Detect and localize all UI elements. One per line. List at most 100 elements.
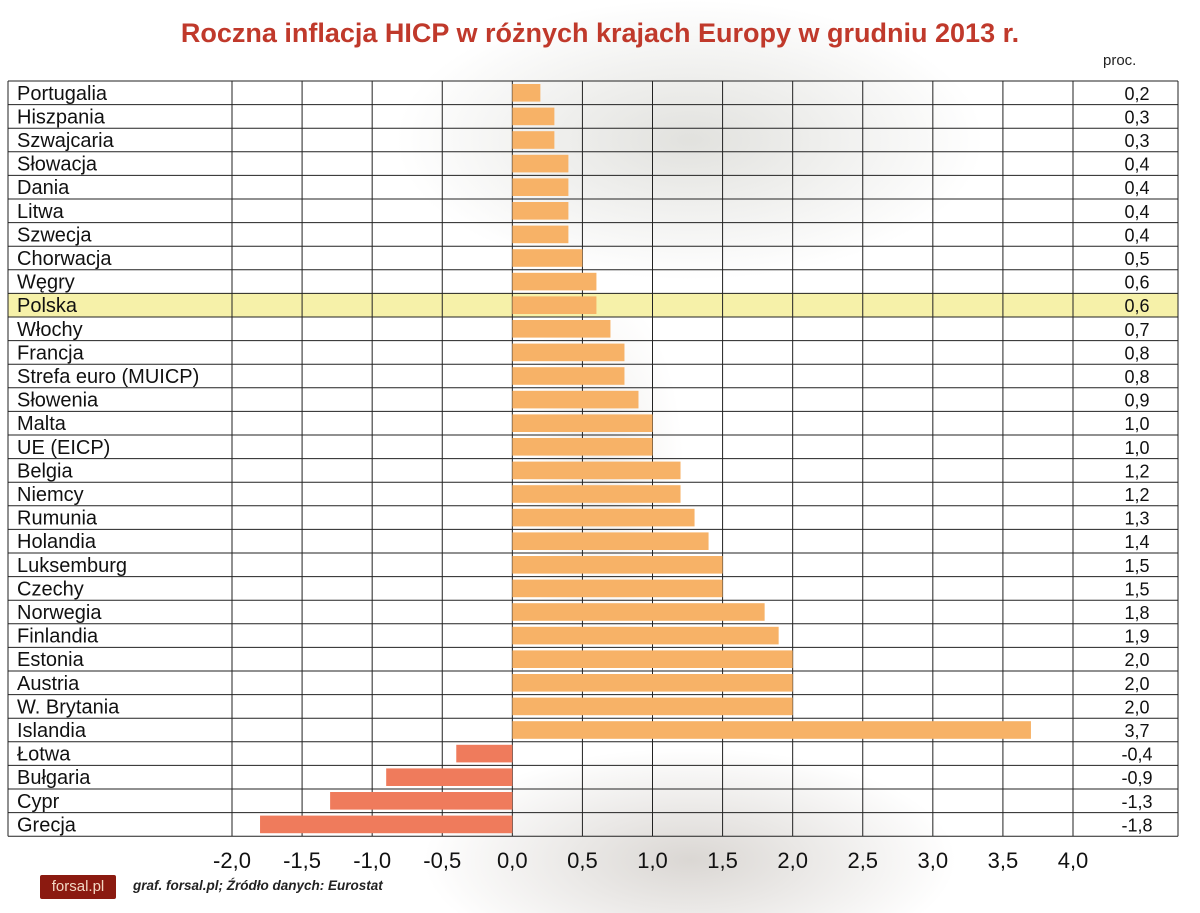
bar — [456, 744, 513, 763]
category-label: Portugalia — [17, 83, 108, 105]
forsal-logo: forsal.pl — [40, 875, 116, 899]
category-label: Hiszpania — [17, 106, 106, 128]
value-label: 1,2 — [1124, 485, 1149, 505]
x-tick-label: -2,0 — [213, 848, 251, 873]
bar — [512, 154, 569, 173]
value-label: 1,2 — [1124, 461, 1149, 481]
x-tick-label: 2,0 — [777, 848, 808, 873]
bar — [512, 272, 597, 291]
category-label: Dania — [17, 177, 70, 199]
bar — [512, 131, 555, 149]
bar — [512, 390, 639, 409]
category-label: Holandia — [17, 531, 97, 553]
x-tick-label: 1,5 — [707, 848, 738, 873]
category-label: Słowenia — [17, 390, 99, 412]
x-tick-label: 0,5 — [567, 848, 598, 873]
value-label: 0,6 — [1124, 273, 1149, 293]
category-label: Grecja — [17, 814, 77, 836]
source-note: graf. forsal.pl; Źródło danych: Eurostat — [133, 878, 383, 893]
x-tick-label: -0,5 — [423, 848, 461, 873]
category-label: Czechy — [17, 578, 84, 600]
bar — [512, 532, 709, 550]
bar — [512, 107, 555, 126]
bar — [512, 674, 793, 692]
bar — [512, 603, 765, 621]
value-label: 0,4 — [1124, 178, 1149, 198]
bar — [330, 792, 513, 810]
x-tick-label: 3,0 — [918, 848, 949, 873]
bar — [512, 202, 569, 220]
bar — [512, 697, 793, 716]
category-label: Włochy — [17, 319, 83, 341]
category-label: Niemcy — [17, 484, 84, 506]
x-tick-label: 1,0 — [637, 848, 668, 873]
bar — [512, 367, 625, 385]
value-label: 0,3 — [1124, 131, 1149, 151]
value-label: -0,4 — [1121, 745, 1152, 765]
value-label: 1,5 — [1124, 579, 1149, 599]
unit-label: proc. — [1103, 52, 1137, 69]
value-label: 3,7 — [1124, 721, 1149, 741]
x-tick-label: -1,0 — [353, 848, 391, 873]
category-label: W. Brytania — [17, 696, 120, 718]
category-label: Francja — [17, 342, 85, 364]
bar — [512, 438, 653, 456]
category-label: Węgry — [17, 272, 75, 294]
bar — [512, 249, 583, 267]
category-label: UE (EICP) — [17, 437, 110, 459]
value-label: -1,8 — [1121, 815, 1152, 835]
category-label: Norwegia — [17, 602, 102, 624]
value-label: 1,0 — [1124, 438, 1149, 458]
value-label: 0,8 — [1124, 367, 1149, 387]
bar — [512, 461, 681, 480]
value-label: 0,3 — [1124, 107, 1149, 127]
value-label: 2,0 — [1124, 650, 1149, 670]
bar — [512, 508, 695, 527]
value-label: -0,9 — [1121, 768, 1152, 788]
category-label: Cypr — [17, 791, 60, 813]
x-tick-label: 3,5 — [988, 848, 1019, 873]
bar — [512, 485, 681, 503]
bar — [512, 178, 569, 196]
value-label: 0,9 — [1124, 391, 1149, 411]
value-label: 0,4 — [1124, 225, 1149, 245]
bar — [512, 414, 653, 432]
x-tick-label: 2,5 — [847, 848, 878, 873]
value-label: 0,6 — [1124, 296, 1149, 316]
value-label: 0,7 — [1124, 320, 1149, 340]
x-tick-label: 0,0 — [497, 848, 528, 873]
value-label: 1,9 — [1124, 627, 1149, 647]
category-label: Bułgaria — [17, 767, 91, 789]
value-label: 0,4 — [1124, 155, 1149, 175]
bar — [512, 296, 597, 314]
chart-title: Roczna inflacja HICP w różnych krajach E… — [180, 18, 1020, 48]
value-label: 0,5 — [1124, 249, 1149, 269]
category-label: Polska — [17, 295, 78, 317]
x-tick-label: 4,0 — [1058, 848, 1089, 873]
bar — [386, 768, 513, 786]
category-label: Łotwa — [17, 744, 71, 766]
category-label: Strefa euro (MUICP) — [17, 366, 199, 388]
value-label: 1,5 — [1124, 556, 1149, 576]
category-label: Chorwacja — [17, 248, 112, 270]
x-tick-label: -1,5 — [283, 848, 321, 873]
category-label: Austria — [17, 673, 80, 695]
value-label: 0,4 — [1124, 202, 1149, 222]
category-label: Finlandia — [17, 626, 99, 648]
category-label: Estonia — [17, 649, 85, 671]
bar — [512, 721, 1031, 739]
category-label: Rumunia — [17, 508, 98, 530]
category-label: Malta — [17, 413, 67, 435]
value-label: 0,2 — [1124, 84, 1149, 104]
value-label: 2,0 — [1124, 697, 1149, 717]
bar — [512, 84, 541, 102]
category-label: Szwajcaria — [17, 130, 115, 152]
bar — [512, 626, 779, 645]
category-label: Szwecja — [17, 224, 92, 246]
bar — [512, 343, 625, 362]
bar — [512, 556, 723, 574]
bar — [512, 579, 723, 598]
value-label: 1,4 — [1124, 532, 1149, 552]
category-label: Litwa — [17, 201, 65, 223]
